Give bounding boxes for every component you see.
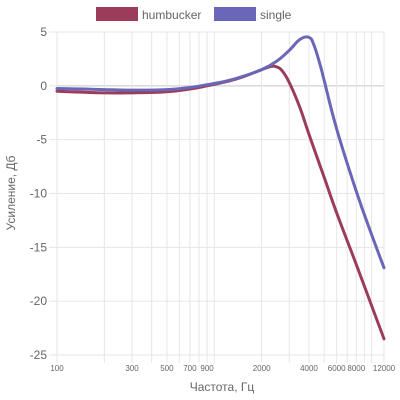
legend-label-single[interactable]: single <box>260 8 292 22</box>
legend-label-humbucker[interactable]: humbucker <box>142 8 201 22</box>
x-tick-label: 6000 <box>328 364 346 373</box>
x-tick-label: 900 <box>200 364 214 373</box>
x-tick-label: 500 <box>160 364 174 373</box>
legend: humbucker single <box>96 7 292 22</box>
series-line-humbucker <box>55 64 386 341</box>
y-tick-label: -20 <box>30 294 48 308</box>
y-tick-label: -15 <box>30 240 48 254</box>
y-tick-label: 5 <box>40 25 47 39</box>
x-gridlines <box>56 32 385 363</box>
y-axis-title: Усиление, Дб <box>4 155 18 230</box>
x-tick-label: 12000 <box>373 364 396 373</box>
x-tick-label: 2000 <box>253 364 271 373</box>
x-axis-title: Частота, Гц <box>190 380 255 394</box>
x-tick-label: 8000 <box>347 364 365 373</box>
x-tick-label: 4000 <box>300 364 318 373</box>
y-tick-label: 0 <box>40 79 47 93</box>
x-axis-ticks: 100 300 500 700 900 2000 4000 6000 8000 12000 <box>50 364 395 373</box>
series-layer <box>55 35 386 341</box>
legend-swatch-humbucker[interactable] <box>96 7 138 21</box>
series-line-single <box>55 35 386 270</box>
y-tick-label: -25 <box>30 348 48 362</box>
y-tick-label: -10 <box>30 187 48 201</box>
y-axis-ticks: 5 0 -5 -10 -15 -20 -25 <box>30 25 48 362</box>
y-gridlines <box>49 31 384 356</box>
y-tick-label: -5 <box>36 133 47 147</box>
x-tick-label: 100 <box>50 364 64 373</box>
x-tick-label: 700 <box>183 364 197 373</box>
x-tick-label: 300 <box>125 364 139 373</box>
legend-swatch-single[interactable] <box>214 7 256 21</box>
